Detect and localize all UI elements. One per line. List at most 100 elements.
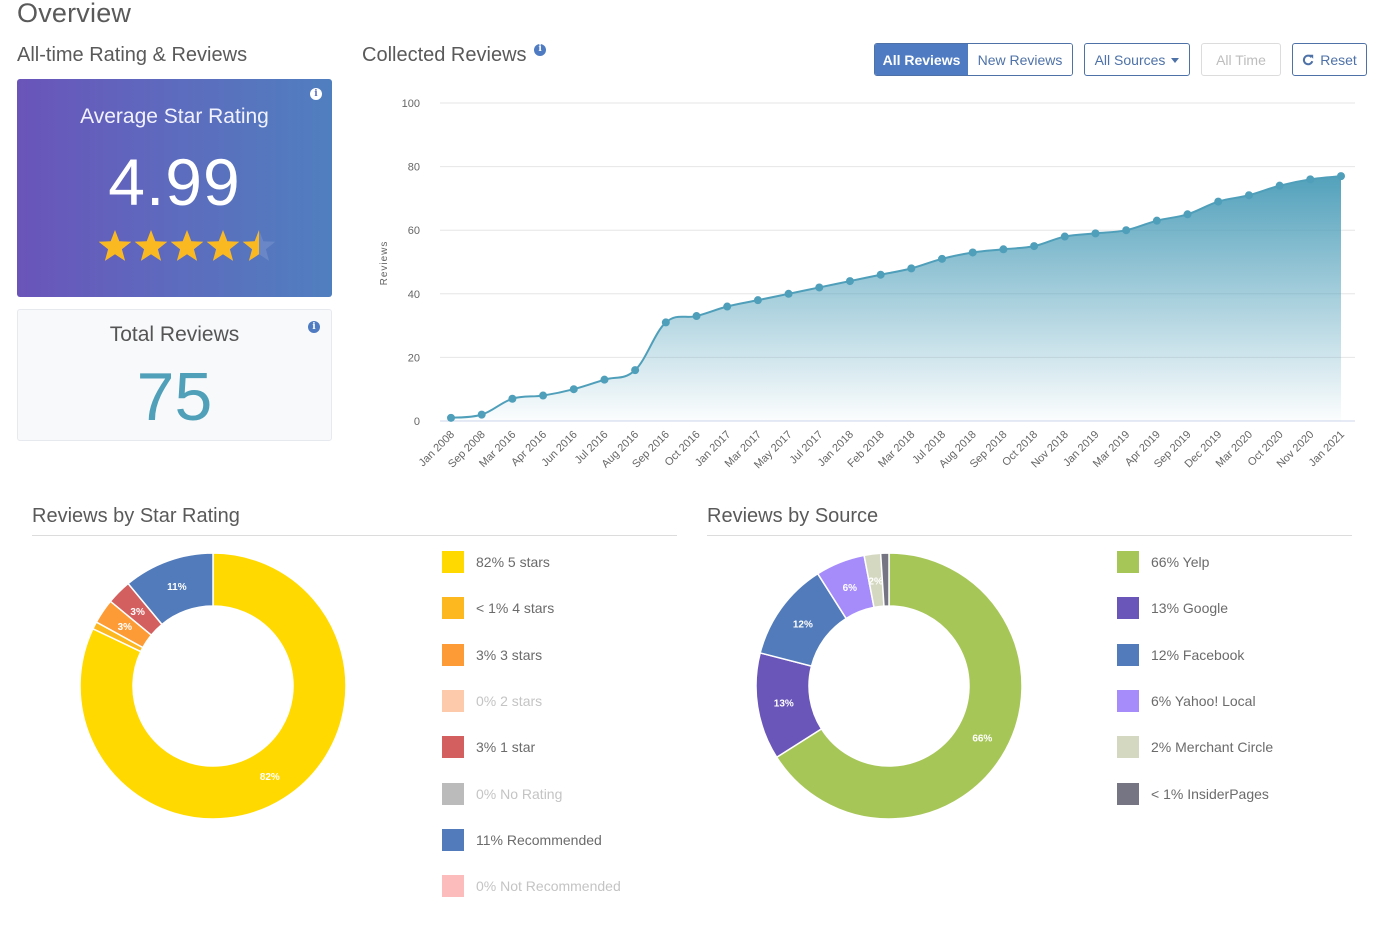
slice-label: 66%	[972, 733, 992, 744]
slice-label: 3%	[118, 622, 133, 633]
data-point[interactable]	[692, 312, 701, 321]
legend-item[interactable]: 11% Recommended	[442, 828, 602, 851]
info-icon[interactable]: i	[310, 88, 322, 100]
legend-label: 0% No Rating	[476, 785, 563, 802]
legend-swatch	[1117, 643, 1139, 666]
legend-swatch	[442, 782, 464, 805]
legend-item[interactable]: 13% Google	[1117, 597, 1228, 620]
data-point[interactable]	[1060, 232, 1069, 241]
collected-reviews-title-text: Collected Reviews	[362, 44, 527, 66]
data-point[interactable]	[938, 254, 947, 263]
data-point[interactable]	[508, 394, 517, 403]
collected-reviews-title: Collected Reviews i	[362, 43, 547, 67]
donut-slice[interactable]	[775, 552, 1023, 820]
y-tick-label: 60	[408, 225, 420, 237]
data-point[interactable]	[1275, 181, 1284, 190]
legend-item[interactable]: 3% 3 stars	[442, 643, 542, 666]
data-point[interactable]	[477, 410, 486, 419]
all-sources-dropdown[interactable]: All Sources	[1084, 43, 1190, 76]
all-reviews-button[interactable]: All Reviews	[875, 44, 968, 75]
legend-item[interactable]: 12% Facebook	[1117, 643, 1245, 666]
data-point[interactable]	[1306, 175, 1315, 184]
y-tick-label: 80	[408, 162, 420, 174]
data-point[interactable]	[845, 277, 854, 286]
star-icon	[170, 230, 204, 261]
data-point[interactable]	[753, 296, 762, 305]
new-reviews-button[interactable]: New Reviews	[968, 44, 1072, 75]
slice-label: 11%	[167, 582, 187, 593]
slice-label: 2%	[868, 576, 883, 587]
data-point[interactable]	[1030, 242, 1039, 251]
review-type-toggle: All Reviews New Reviews	[874, 43, 1073, 76]
data-point[interactable]	[1244, 191, 1253, 200]
legend-item[interactable]: 82% 5 stars	[442, 551, 550, 573]
data-point[interactable]	[1152, 216, 1161, 225]
total-reviews-card: i Total Reviews 75	[17, 309, 332, 441]
legend-label: 12% Facebook	[1151, 646, 1245, 663]
legend-item[interactable]: 2% Merchant Circle	[1117, 736, 1273, 759]
data-point[interactable]	[968, 248, 977, 257]
legend-swatch	[1117, 782, 1139, 805]
legend-swatch	[442, 643, 464, 666]
data-point[interactable]	[1091, 229, 1100, 238]
data-point[interactable]	[447, 413, 455, 422]
legend-item[interactable]: 3% 1 star	[442, 736, 535, 759]
data-point[interactable]	[661, 318, 670, 327]
data-point[interactable]	[569, 385, 578, 394]
info-icon[interactable]: i	[534, 43, 547, 56]
legend-item[interactable]: 66% Yelp	[1117, 551, 1209, 573]
star-icon	[134, 230, 168, 261]
legend-item[interactable]: 0% Not Recommended	[442, 875, 621, 898]
data-point[interactable]	[723, 302, 732, 311]
info-icon[interactable]: i	[308, 321, 320, 333]
star-rating	[97, 229, 277, 263]
star-rating-section-title: Reviews by Star Rating	[32, 505, 240, 527]
legend-label: 82% 5 stars	[476, 554, 550, 570]
data-point[interactable]	[600, 375, 609, 384]
y-tick-label: 100	[402, 98, 420, 110]
data-point[interactable]	[1214, 197, 1223, 206]
legend-item[interactable]: 0% 2 stars	[442, 689, 543, 712]
total-reviews-label: Total Reviews	[109, 323, 240, 346]
legend-swatch	[1117, 597, 1139, 620]
data-point[interactable]	[539, 391, 548, 400]
rating-section-title: All-time Rating & Reviews	[17, 44, 248, 66]
divider	[32, 535, 677, 536]
reset-button[interactable]: Reset	[1292, 43, 1367, 76]
data-point[interactable]	[784, 289, 793, 298]
legend-swatch	[442, 875, 464, 898]
legend-swatch	[442, 597, 464, 620]
legend-label: < 1% 4 stars	[476, 600, 555, 617]
page-title: Overview	[17, 0, 132, 28]
all-time-button[interactable]: All Time	[1201, 43, 1281, 76]
data-point[interactable]	[876, 270, 885, 279]
legend-item[interactable]: < 1% InsiderPages	[1117, 782, 1269, 805]
caret-down-icon	[1171, 58, 1180, 63]
legend-label: 6% Yahoo! Local	[1151, 692, 1256, 709]
legend-swatch	[442, 736, 464, 759]
average-rating-card: i Average Star Rating 4.99	[17, 79, 332, 297]
data-point[interactable]	[1337, 172, 1345, 181]
legend-item[interactable]: < 1% 4 stars	[442, 597, 555, 620]
all-sources-label: All Sources	[1094, 51, 1166, 68]
donut-slice[interactable]	[79, 552, 347, 820]
data-point[interactable]	[631, 366, 640, 375]
legend-item[interactable]: 6% Yahoo! Local	[1117, 689, 1256, 712]
donut-slice[interactable]	[127, 552, 214, 626]
y-tick-label: 20	[408, 352, 420, 364]
divider	[707, 535, 1352, 536]
legend-swatch	[1117, 551, 1139, 573]
redo-icon	[1303, 54, 1314, 65]
legend-label: 0% Not Recommended	[476, 878, 621, 895]
legend-label: 0% 2 stars	[476, 692, 543, 709]
data-point[interactable]	[907, 264, 916, 273]
legend-item[interactable]: 0% No Rating	[442, 782, 563, 805]
data-point[interactable]	[1183, 210, 1192, 219]
data-point[interactable]	[999, 245, 1008, 254]
data-point[interactable]	[1122, 226, 1131, 235]
legend-swatch	[1117, 736, 1139, 759]
slice-label: 6%	[843, 583, 858, 594]
donut-slice[interactable]	[879, 552, 890, 607]
data-point[interactable]	[815, 283, 824, 292]
